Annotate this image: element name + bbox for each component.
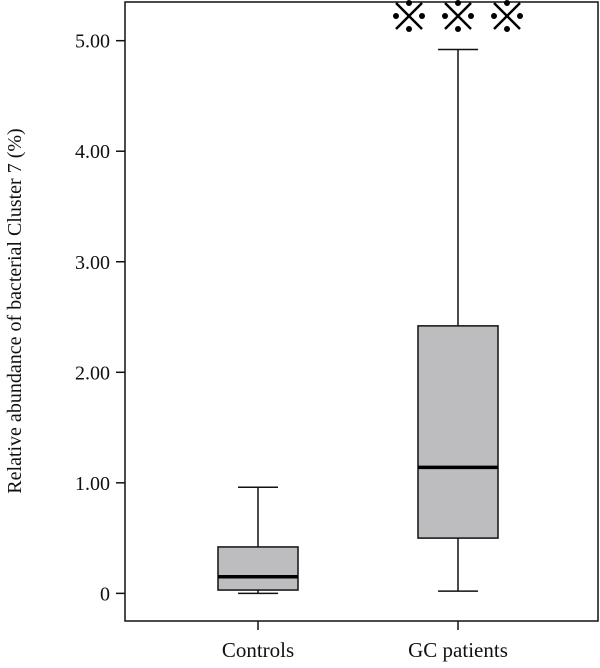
box-controls [217, 486, 299, 595]
y-tick-label: 2.00 [75, 362, 110, 384]
iqr-box [217, 546, 299, 591]
reference-mark-icon [491, 0, 523, 32]
x-category-label: Controls [222, 638, 294, 662]
reference-mark-icon [442, 0, 474, 32]
boxes [217, 48, 499, 595]
y-tick-label: 0 [100, 583, 110, 605]
y-axis: 0 1.00 2.00 3.00 4.00 5.00 [75, 31, 125, 605]
box-gc-patients [417, 48, 499, 592]
y-tick-label: 3.00 [75, 252, 110, 274]
x-category-label: GC patients [408, 638, 508, 662]
x-axis-labels: Controls GC patients [222, 621, 508, 662]
y-tick-label: 4.00 [75, 141, 110, 163]
y-tick-label: 1.00 [75, 473, 110, 495]
y-tick-label: 5.00 [75, 31, 110, 53]
plot-frame [124, 1, 599, 622]
iqr-box [417, 325, 499, 539]
significance-marker: ※※※ [393, 0, 523, 32]
reference-mark-icon [393, 0, 425, 32]
y-axis-title: Relative abundance of bacterial Cluster … [4, 128, 26, 493]
